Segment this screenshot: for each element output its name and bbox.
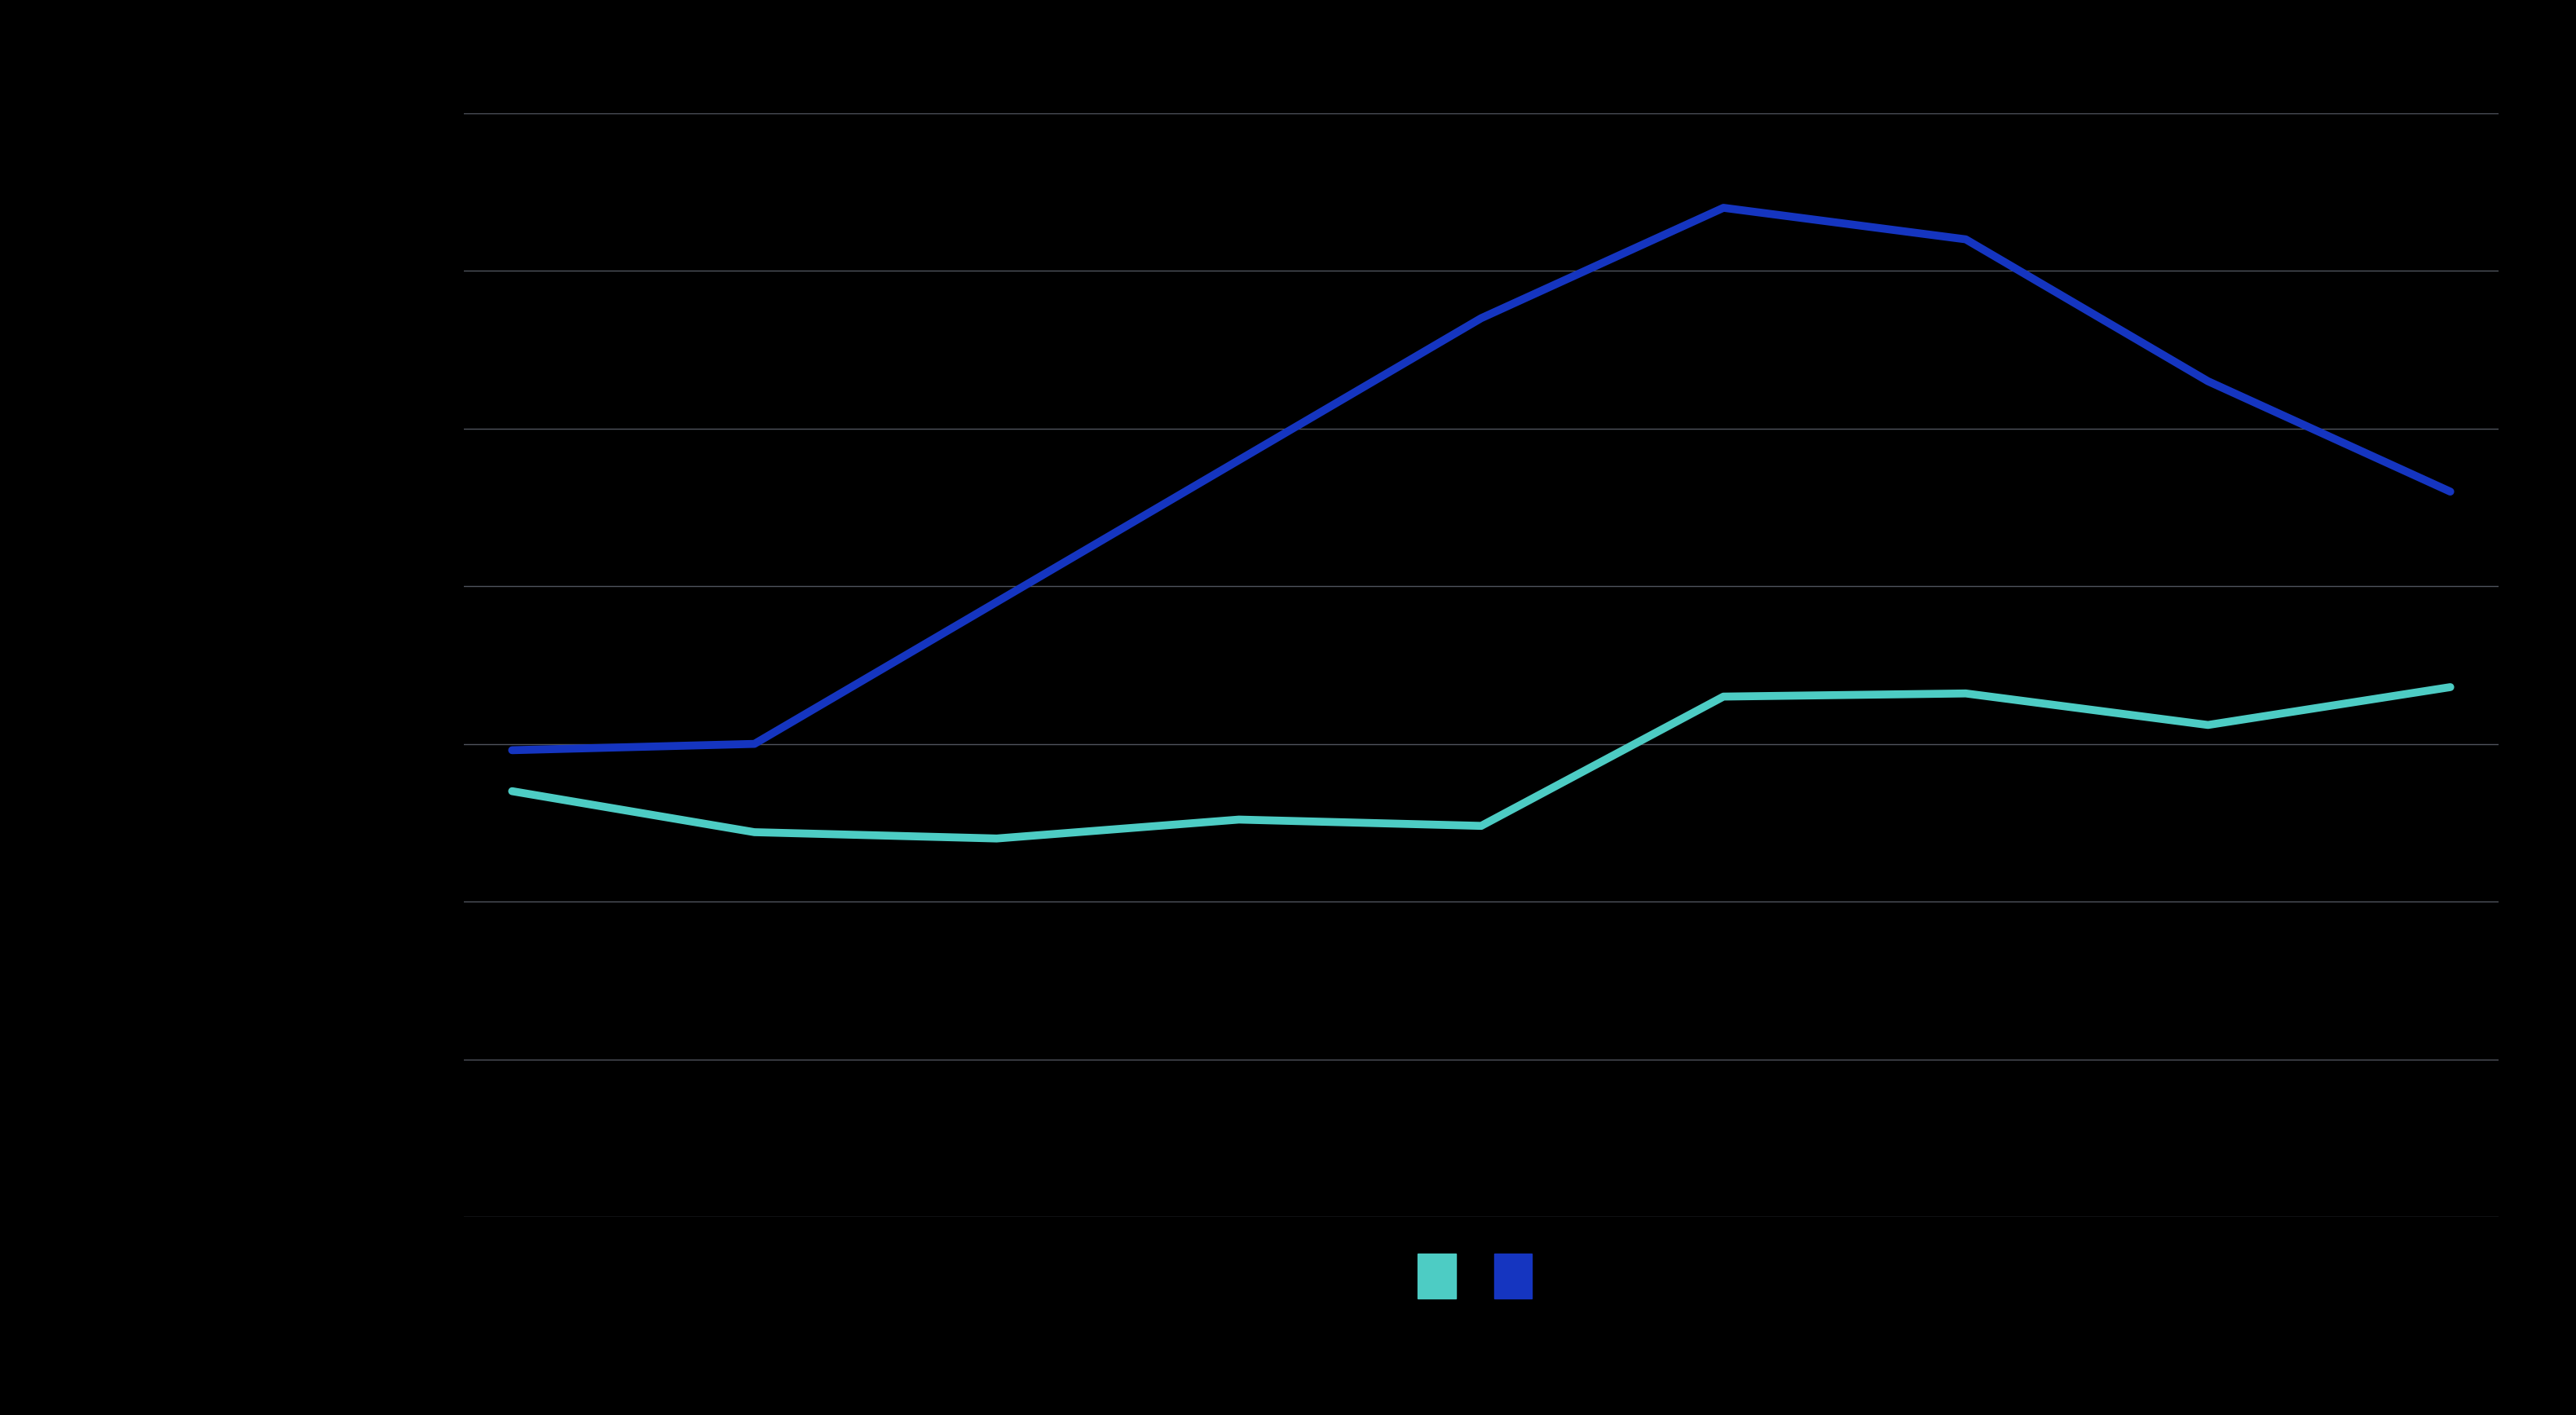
Legend: , : , bbox=[1404, 1241, 1558, 1312]
